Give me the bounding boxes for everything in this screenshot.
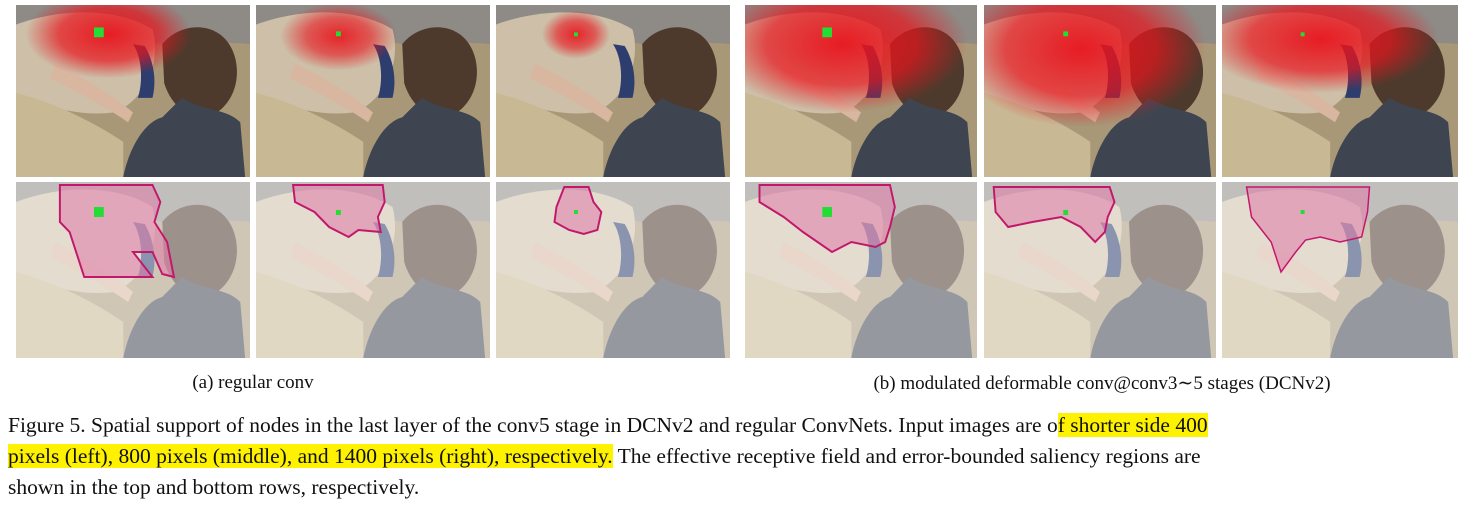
caption-line-1-text: Figure 5. Spatial support of nodes in th…: [8, 413, 1058, 437]
panel-regular-400-erf: [16, 5, 250, 177]
caption-line-1: Figure 5. Spatial support of nodes in th…: [8, 410, 1468, 441]
node-marker: [1063, 210, 1069, 215]
node-marker: [574, 210, 578, 214]
panel-regular-1400-erf: [496, 5, 730, 177]
panel-regular-400-saliency: [16, 182, 250, 358]
node-marker: [94, 207, 104, 217]
panel-regular-800-saliency: [256, 182, 490, 358]
subcaption-dcnv2: (b) modulated deformable conv@conv3∼5 st…: [873, 373, 1331, 394]
caption-highlight-1: f shorter side 400: [1057, 413, 1208, 437]
caption-highlight-2: pixels (left), 800 pixels (middle), and …: [8, 444, 613, 468]
caption-line-3: shown in the top and bottom rows, respec…: [8, 475, 420, 499]
panel-dcnv2-400-saliency: [745, 182, 977, 358]
node-marker: [1300, 210, 1305, 214]
panel-dcnv2-800-saliency: [984, 182, 1216, 358]
node-marker: [94, 27, 104, 38]
panel-dcnv2-1400-saliency: [1222, 182, 1458, 358]
figure-caption: Figure 5. Spatial support of nodes in th…: [8, 410, 1468, 503]
node-marker: [822, 27, 832, 38]
caption-line-2-text: The effective receptive field and error-…: [612, 444, 1201, 468]
node-marker: [822, 207, 832, 217]
subcaption-regular-conv: (a) regular conv: [192, 372, 314, 393]
caption-line-2: pixels (left), 800 pixels (middle), and …: [8, 441, 1468, 472]
node-marker: [1063, 31, 1069, 37]
panel-dcnv2-1400-erf: [1222, 5, 1458, 177]
node-marker: [335, 31, 341, 37]
node-marker: [574, 32, 578, 37]
node-marker: [1300, 32, 1305, 37]
panel-regular-1400-saliency: [496, 182, 730, 358]
panel-regular-800-erf: [256, 5, 490, 177]
panel-dcnv2-400-erf: [745, 5, 977, 177]
node-marker: [335, 210, 341, 215]
panel-dcnv2-800-erf: [984, 5, 1216, 177]
